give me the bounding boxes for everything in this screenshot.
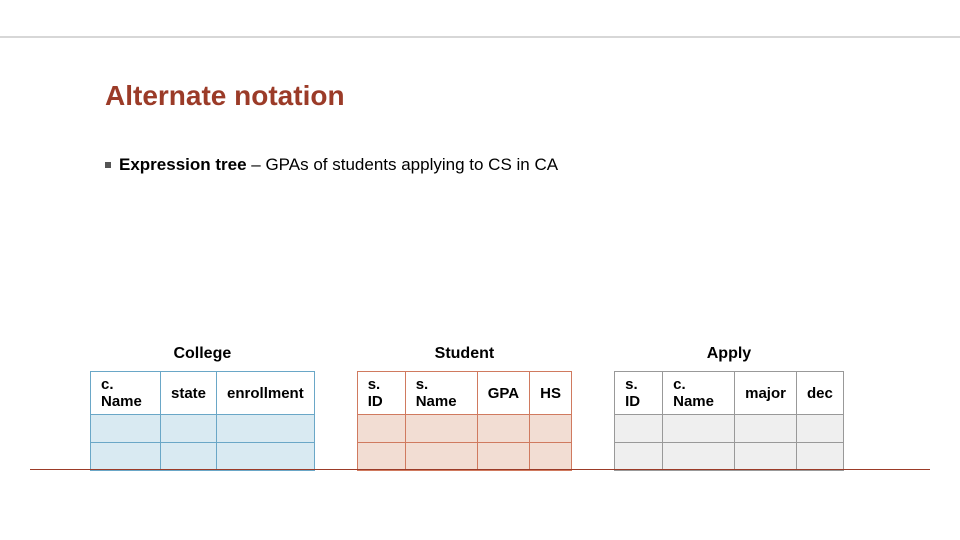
column-header: dec bbox=[796, 372, 843, 415]
table-cell bbox=[530, 415, 572, 443]
table-group: Student s. IDs. NameGPAHS bbox=[357, 345, 572, 471]
table-row bbox=[615, 415, 844, 443]
column-header: state bbox=[161, 372, 217, 415]
table-cell bbox=[615, 443, 663, 471]
bullet-rest: – GPAs of students applying to CS in CA bbox=[247, 155, 559, 174]
table-cell bbox=[357, 415, 405, 443]
table-row bbox=[357, 415, 571, 443]
table-cell bbox=[477, 443, 529, 471]
column-header: c. Name bbox=[91, 372, 161, 415]
table-cell bbox=[91, 443, 161, 471]
table-row bbox=[91, 443, 315, 471]
table-cell bbox=[530, 443, 572, 471]
data-table: s. IDc. Namemajordec bbox=[614, 371, 844, 471]
bullet-lead: Expression tree bbox=[119, 155, 247, 174]
table-cell bbox=[735, 415, 797, 443]
table-cell bbox=[796, 415, 843, 443]
table-cell bbox=[405, 443, 477, 471]
table-group: Apply s. IDc. Namemajordec bbox=[614, 345, 844, 471]
bullet-text: Expression tree – GPAs of students apply… bbox=[119, 155, 558, 175]
column-header: major bbox=[735, 372, 797, 415]
table-row bbox=[91, 415, 315, 443]
table-cell bbox=[217, 415, 315, 443]
top-border bbox=[0, 0, 960, 38]
table-cell bbox=[217, 443, 315, 471]
column-header: HS bbox=[530, 372, 572, 415]
table-caption: College bbox=[173, 345, 231, 363]
table-cell bbox=[663, 443, 735, 471]
data-table: c. Namestateenrollment bbox=[90, 371, 315, 471]
table-group: College c. Namestateenrollment bbox=[90, 345, 315, 471]
table-cell bbox=[477, 415, 529, 443]
column-header: s. Name bbox=[405, 372, 477, 415]
bullet-line: Expression tree – GPAs of students apply… bbox=[105, 155, 558, 175]
table-row bbox=[357, 443, 571, 471]
table-cell bbox=[615, 415, 663, 443]
bottom-rule bbox=[30, 469, 930, 470]
table-cell bbox=[161, 415, 217, 443]
table-cell bbox=[735, 443, 797, 471]
table-cell bbox=[663, 415, 735, 443]
table-caption: Student bbox=[435, 345, 495, 363]
table-cell bbox=[91, 415, 161, 443]
table-cell bbox=[405, 415, 477, 443]
column-header: c. Name bbox=[663, 372, 735, 415]
table-cell bbox=[161, 443, 217, 471]
bullet-icon bbox=[105, 162, 111, 168]
table-cell bbox=[357, 443, 405, 471]
table-caption: Apply bbox=[707, 345, 751, 363]
column-header: s. ID bbox=[615, 372, 663, 415]
data-table: s. IDs. NameGPAHS bbox=[357, 371, 572, 471]
tables-container: Collegec. Namestateenrollment Students. … bbox=[90, 345, 920, 471]
column-header: GPA bbox=[477, 372, 529, 415]
table-cell bbox=[796, 443, 843, 471]
column-header: enrollment bbox=[217, 372, 315, 415]
column-header: s. ID bbox=[357, 372, 405, 415]
table-row bbox=[615, 443, 844, 471]
slide-title: Alternate notation bbox=[105, 80, 345, 112]
